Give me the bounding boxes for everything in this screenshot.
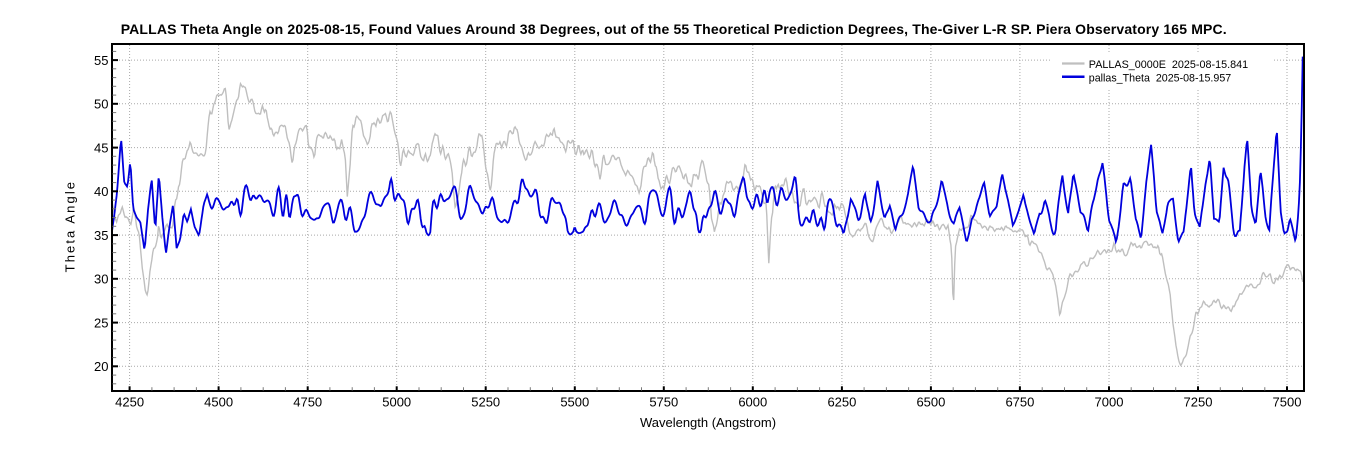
- svg-text:6250: 6250: [827, 395, 856, 410]
- svg-text:5250: 5250: [471, 395, 500, 410]
- svg-text:4500: 4500: [204, 395, 233, 410]
- svg-text:25: 25: [94, 315, 108, 330]
- svg-text:pallas_Theta 2025-08-15.957: pallas_Theta 2025-08-15.957: [1089, 72, 1231, 84]
- svg-text:PALLAS Theta Angle on 2025-08-: PALLAS Theta Angle on 2025-08-15, Found …: [121, 21, 1227, 37]
- svg-text:5500: 5500: [560, 395, 589, 410]
- svg-text:45: 45: [94, 140, 108, 155]
- svg-text:7000: 7000: [1095, 395, 1124, 410]
- svg-text:55: 55: [94, 53, 108, 68]
- svg-text:4750: 4750: [293, 395, 322, 410]
- svg-text:6500: 6500: [916, 395, 945, 410]
- svg-text:PALLAS_0000E 2025-08-15.841: PALLAS_0000E 2025-08-15.841: [1089, 59, 1248, 71]
- svg-text:Theta Angle: Theta Angle: [62, 180, 77, 273]
- svg-text:6750: 6750: [1005, 395, 1034, 410]
- svg-text:Wavelength (Angstrom): Wavelength (Angstrom): [640, 415, 776, 430]
- svg-text:4250: 4250: [115, 395, 144, 410]
- svg-text:20: 20: [94, 359, 108, 374]
- svg-text:35: 35: [94, 228, 108, 243]
- svg-text:7250: 7250: [1184, 395, 1213, 410]
- svg-text:5000: 5000: [382, 395, 411, 410]
- svg-text:40: 40: [94, 184, 108, 199]
- svg-text:50: 50: [94, 97, 108, 112]
- svg-text:6000: 6000: [738, 395, 767, 410]
- svg-text:7500: 7500: [1273, 395, 1302, 410]
- svg-text:30: 30: [94, 272, 108, 287]
- svg-text:5750: 5750: [649, 395, 678, 410]
